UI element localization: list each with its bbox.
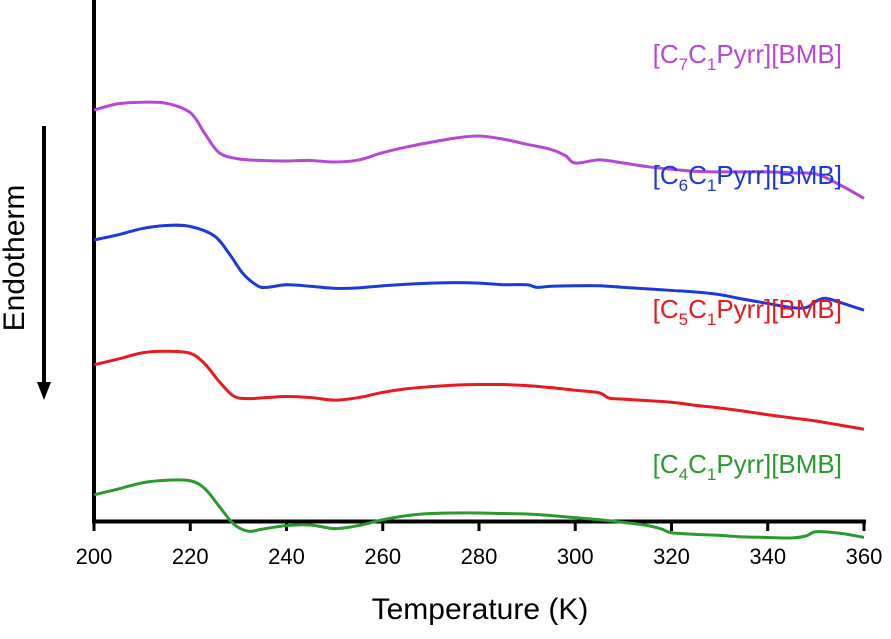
- x-tick-label: 340: [749, 544, 786, 569]
- series-label: [C7C1Pyrr][BMB]: [653, 39, 842, 74]
- x-axis-title: Temperature (K): [372, 593, 589, 626]
- x-tick-label: 220: [172, 544, 209, 569]
- series-lines: [93, 100, 865, 540]
- series-label: [C6C1Pyrr][BMB]: [653, 160, 842, 195]
- endotherm-arrow-head: [37, 382, 51, 400]
- y-axis-title: Endotherm: [0, 185, 31, 332]
- x-tick-label: 320: [653, 544, 690, 569]
- series-label: [C5C1Pyrr][BMB]: [653, 294, 842, 329]
- series-line: [93, 223, 865, 312]
- series-line: [93, 100, 865, 200]
- series-labels: [C7C1Pyrr][BMB] [C6C1Pyrr][BMB] [C5C1Pyrr]…: [653, 39, 842, 484]
- x-tick-label: 280: [461, 544, 498, 569]
- x-tick-label: 240: [268, 544, 305, 569]
- x-tick-label: 360: [846, 544, 883, 569]
- series-line: [93, 349, 865, 431]
- x-tick-label: 200: [76, 544, 113, 569]
- series-label: [C4C1Pyrr][BMB]: [653, 449, 842, 484]
- x-axis-ticks: 200 220 240 260 280 300 320 340 360: [76, 521, 883, 569]
- x-tick-label: 260: [364, 544, 401, 569]
- series-line: [93, 478, 865, 540]
- x-tick-label: 300: [557, 544, 594, 569]
